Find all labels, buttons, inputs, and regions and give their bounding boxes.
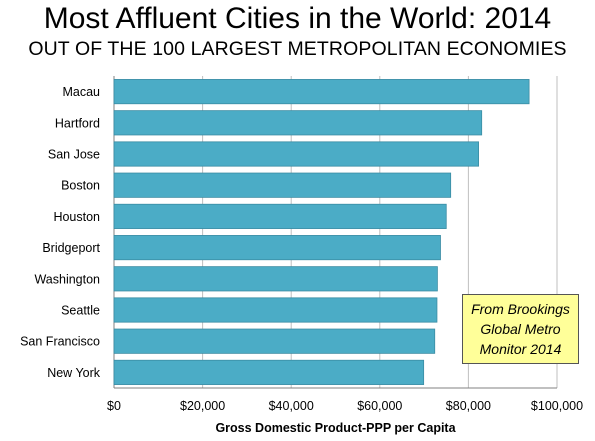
category-label: Seattle [61,304,100,318]
category-label: Hartford [55,116,100,130]
bar [113,359,425,385]
chart-subtitle: OUT OF THE 100 LARGEST METROPOLITAN ECON… [28,38,567,60]
category-label: New York [47,366,101,380]
x-axis-title: Gross Domestic Product-PPP per Capita [215,421,456,435]
x-tick-label: $80,000 [446,399,491,413]
x-tick-label: $20,000 [180,399,225,413]
source-note: From Brookings Global Metro Monitor 2014 [462,294,579,364]
bar [113,235,441,261]
x-tick-label: $40,000 [269,399,314,413]
category-label: San Francisco [20,335,100,349]
bar [113,203,447,229]
x-tick-label: $100,000 [531,399,583,413]
bar [113,79,530,105]
category-label: Washington [34,272,100,286]
x-tick-label: $0 [107,399,121,413]
x-tick-label: $60,000 [357,399,402,413]
category-label: Macau [62,85,100,99]
chart-title: Most Affluent Cities in the World: 2014 [43,2,552,35]
category-label: Houston [53,210,100,224]
source-note-text: From Brookings Global Metro Monitor 2014 [471,301,570,357]
bars [113,79,530,385]
x-tick-labels: $0 $20,000 $40,000 $60,000 $80,000 $100,000 [107,399,583,413]
bar [113,141,479,167]
category-label: San Jose [48,148,100,162]
bar [113,110,483,136]
category-labels: Macau Hartford San Jose Boston Houston Bridge… [20,85,101,380]
bar [113,328,436,354]
category-label: Bridgeport [42,241,100,255]
bar [113,266,438,292]
category-label: Boston [61,179,100,193]
bar [113,172,452,198]
bar [113,297,438,323]
